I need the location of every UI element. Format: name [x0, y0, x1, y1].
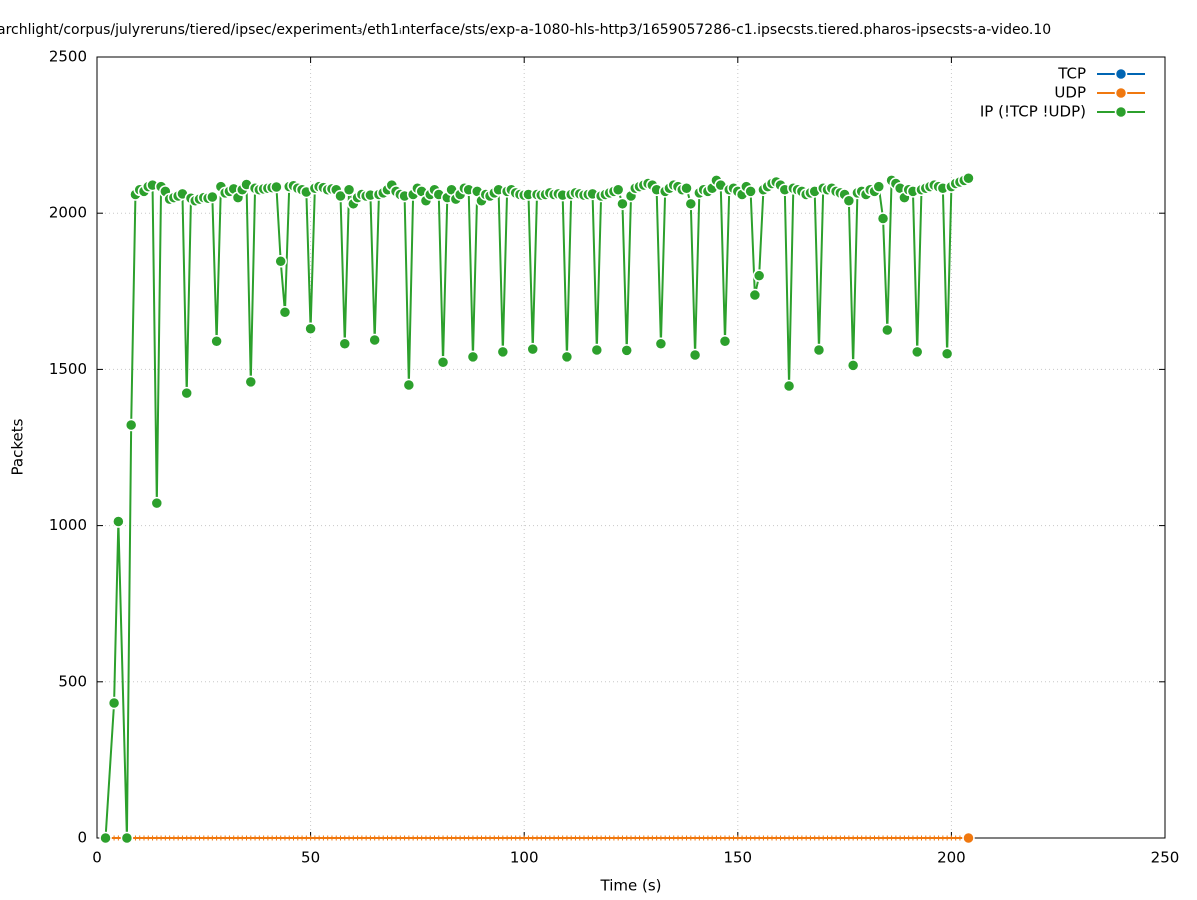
data-point [611, 183, 625, 197]
data-point [752, 269, 766, 282]
data-point [616, 197, 629, 211]
data-point [910, 345, 924, 359]
data-point [881, 323, 894, 337]
x-tick-label: 150 [723, 849, 752, 867]
data-point [466, 350, 480, 364]
y-tick-label: 2500 [49, 48, 87, 66]
data-point [782, 379, 796, 393]
y-tick-label: 500 [58, 672, 87, 690]
data-point [274, 255, 287, 268]
data-point [107, 696, 121, 710]
y-tick-label: 0 [77, 829, 87, 847]
data-point [846, 359, 860, 372]
legend-label: IP (!TCP !UDP) [980, 103, 1086, 121]
data-point [334, 189, 347, 203]
data-point [560, 350, 574, 364]
data-point [368, 333, 381, 347]
data-point [744, 185, 757, 198]
data-point [812, 343, 826, 357]
legend-label: TCP [1057, 65, 1086, 83]
data-point [304, 322, 317, 336]
data-point [150, 496, 164, 510]
data-point [872, 180, 886, 193]
data-point [436, 355, 450, 369]
y-tick-label: 1500 [49, 360, 87, 378]
y-tick-label: 2000 [49, 204, 87, 222]
data-point [526, 342, 539, 356]
data-point [278, 305, 292, 319]
data-point [270, 180, 283, 194]
data-point [680, 181, 693, 195]
data-point [402, 378, 416, 392]
y-tick-label: 1000 [49, 516, 87, 534]
x-tick-label: 250 [1151, 849, 1180, 867]
data-point [620, 344, 633, 357]
data-point [180, 386, 193, 400]
data-point [244, 375, 258, 389]
data-point [342, 183, 356, 197]
data-point [940, 347, 954, 361]
data-point [876, 212, 890, 225]
data-point [962, 171, 975, 185]
data-point [112, 515, 125, 528]
data-point [654, 337, 668, 351]
x-tick-label: 200 [937, 849, 966, 867]
legend-marker [1114, 105, 1128, 119]
x-tick-label: 50 [301, 849, 320, 867]
x-tick-label: 0 [92, 849, 102, 867]
data-point [99, 831, 112, 845]
legend-marker [1114, 67, 1128, 81]
data-point [338, 337, 352, 351]
data-point [124, 418, 138, 432]
data-point [590, 343, 604, 357]
data-point [684, 197, 698, 211]
data-point [120, 831, 134, 845]
data-point [688, 348, 702, 362]
x-tick-label: 100 [510, 849, 539, 867]
data-point [718, 335, 732, 348]
legend-label: UDP [1054, 84, 1086, 102]
data-point [210, 335, 223, 348]
legend-marker [1114, 86, 1128, 100]
data-point [496, 345, 510, 359]
y-axis-label: Packets [9, 418, 27, 475]
data-point [842, 194, 856, 207]
chart-title: archlight/corpus/julyreruns/tiered/ipsec… [0, 22, 1051, 38]
data-point [748, 288, 762, 302]
data-point [206, 190, 219, 204]
x-axis-label: Time (s) [600, 877, 662, 895]
data-point [962, 831, 975, 845]
